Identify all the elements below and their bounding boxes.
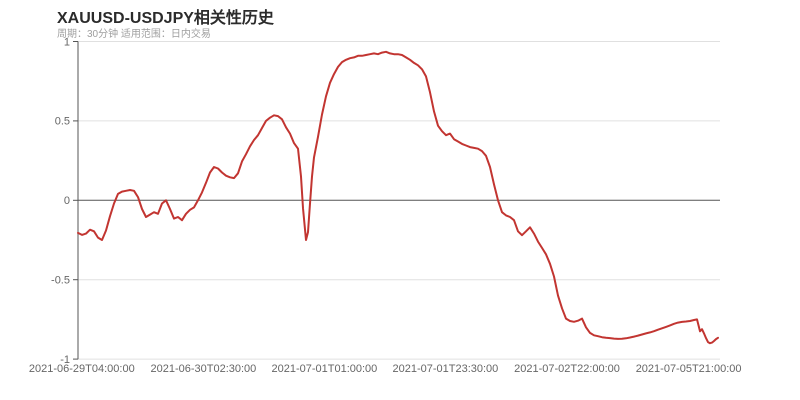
y-axis-tick-label: -1 — [60, 354, 70, 366]
correlation-line-series[interactable] — [77, 50, 719, 345]
x-axis-tick-label: 2021-06-30T02:30:00 — [150, 363, 256, 375]
x-axis-tick-label: 2021-06-29T04:00:00 — [29, 363, 135, 375]
x-axis-tick-label: 2021-07-01T23:30:00 — [392, 363, 498, 375]
y-axis-tick-label: 1 — [64, 36, 70, 48]
chart-title: XAUUSD-USDJPY相关性历史 — [57, 10, 274, 27]
y-axis-tick-label: -0.5 — [51, 275, 70, 287]
y-axis-tick-label: 0.5 — [55, 116, 70, 128]
x-axis-tick-label: 2021-07-05T21:00:00 — [636, 363, 742, 375]
x-axis-tick-label: 2021-07-02T22:00:00 — [514, 363, 620, 375]
y-axis-tick-label: 0 — [64, 195, 70, 207]
chart-subtitle: 周期：30分钟 适用范围：日内交易 — [57, 29, 211, 40]
x-axis-tick-label: 2021-07-01T01:00:00 — [271, 363, 377, 375]
